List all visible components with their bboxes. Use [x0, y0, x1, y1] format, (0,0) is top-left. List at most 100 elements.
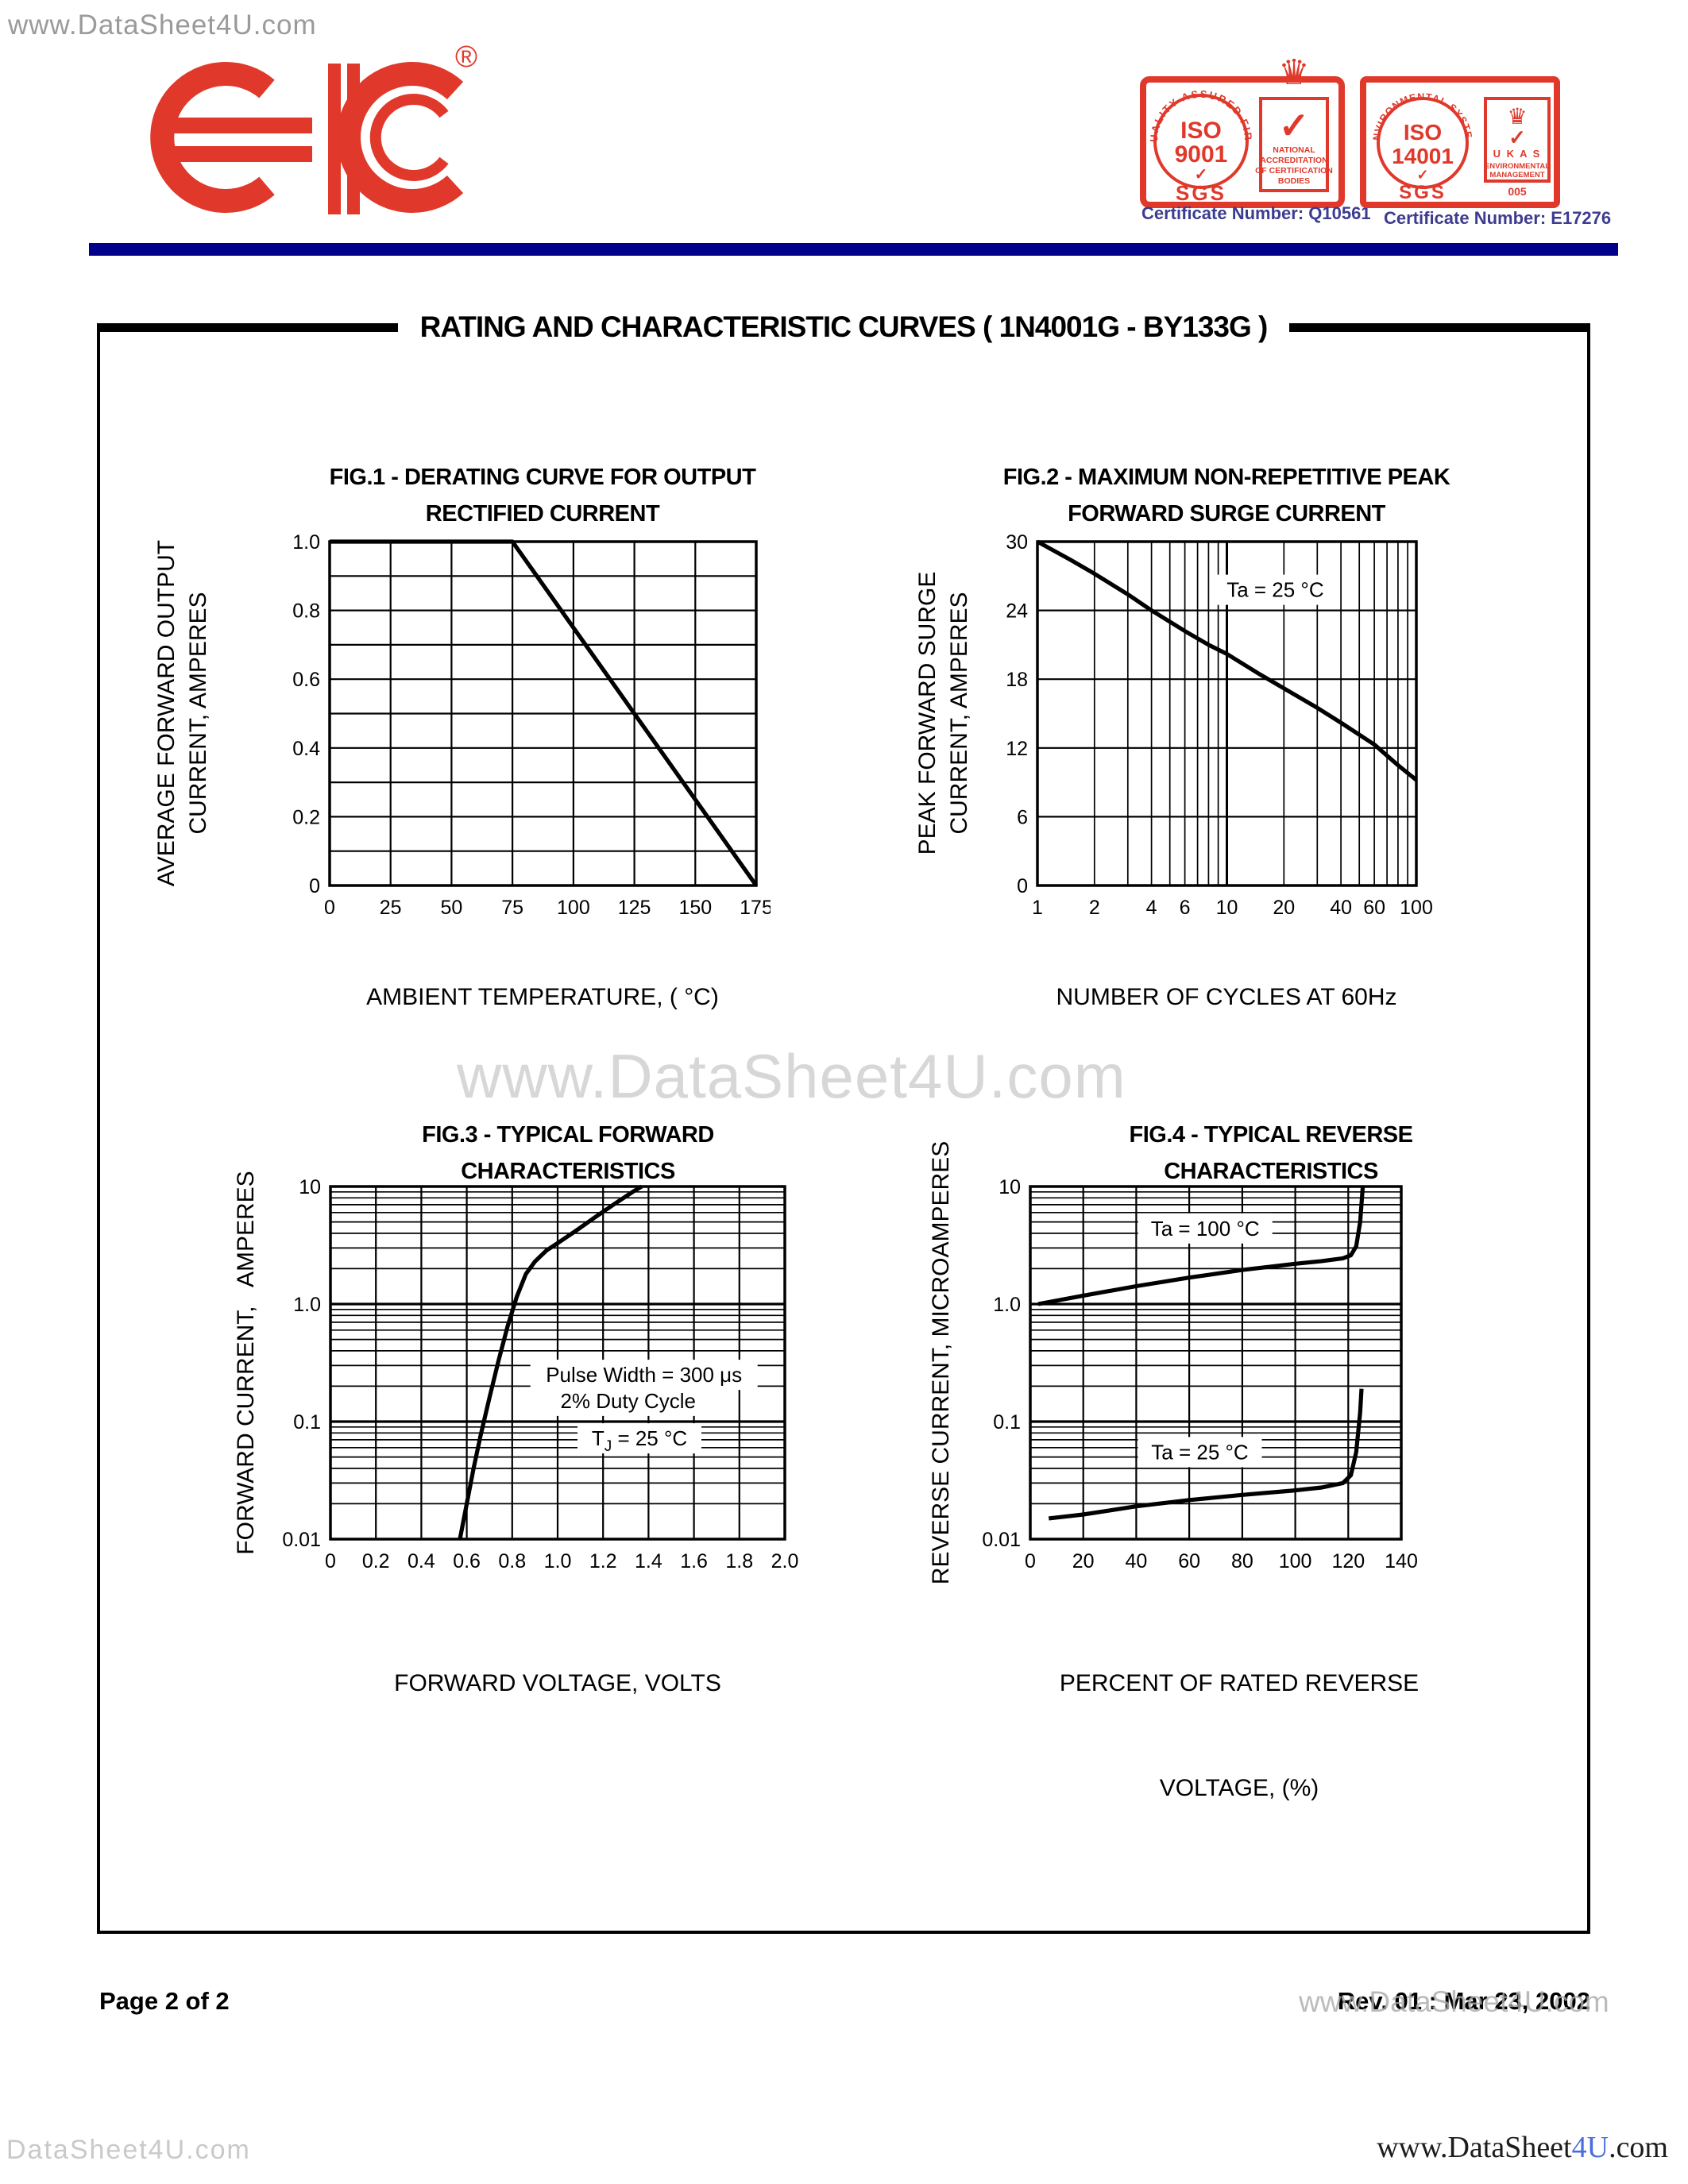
- certificate-number-2: Certificate Number: E17276: [1384, 208, 1612, 228]
- svg-text:0.8: 0.8: [498, 1550, 526, 1572]
- svg-text:0.6: 0.6: [292, 669, 320, 691]
- svg-text:0.2: 0.2: [362, 1550, 390, 1572]
- fig1-chart: 0 25 50 75 100 125 150 175 0 0.2 0.4 0.6 0.8 1.0: [292, 531, 771, 919]
- svg-text:4: 4: [1146, 897, 1157, 919]
- svg-text:75: 75: [501, 897, 523, 919]
- svg-text:1.0: 1.0: [993, 1294, 1021, 1316]
- document-title-row: RATING AND CHARACTERISTIC CURVES ( 1N400…: [97, 311, 1590, 344]
- title-rule-right: [1289, 322, 1590, 332]
- watermark-center: www.DataSheet4U.com: [457, 1041, 1126, 1111]
- fig2-title: FIG.2 - MAXIMUM NON-REPETITIVE PEAK FORW…: [1002, 465, 1450, 527]
- fig4-y-axis-label: REVERSE CURRENT, MICROAMPERES: [928, 1140, 954, 1585]
- svg-text:0.6: 0.6: [453, 1550, 481, 1572]
- svg-text:50: 50: [440, 897, 462, 919]
- svg-text:0.01: 0.01: [282, 1529, 321, 1551]
- svg-text:Ta = 100 °C: Ta = 100 °C: [1151, 1217, 1260, 1241]
- svg-text:100: 100: [1400, 897, 1433, 919]
- registered-mark-icon: ®: [455, 41, 477, 74]
- svg-text:0.4: 0.4: [292, 738, 320, 760]
- svg-text:1.4: 1.4: [635, 1550, 662, 1572]
- page-number: Page 2 of 2: [99, 1987, 230, 2015]
- svg-text:1.6: 1.6: [680, 1550, 708, 1572]
- svg-text:125: 125: [618, 897, 651, 919]
- svg-text:2: 2: [1089, 897, 1100, 919]
- certificate-number-1: Certificate Number: Q10561: [1141, 203, 1371, 223]
- eic-logo: ®: [150, 41, 477, 214]
- crown-icon: ♛: [1507, 104, 1527, 129]
- fig1-x-axis-label: AMBIENT TEMPERATURE, ( °C): [366, 984, 719, 1010]
- svg-text:175: 175: [740, 897, 771, 919]
- watermark-footer-overlay: www.DataSheet4U.com: [1299, 1985, 1609, 2018]
- check-icon: ✓: [1279, 105, 1310, 146]
- svg-text:12: 12: [1006, 738, 1028, 760]
- revision-label: Rev. 01 : Mar 23, 2002: [1337, 1987, 1590, 2015]
- check-icon: ✓: [1416, 167, 1428, 183]
- svg-text:120: 120: [1331, 1550, 1365, 1572]
- iso-9001-badge-icon: QUALITY ASSURED FIRM ISO 9001 ✓ SGS ♛ ✓ …: [1140, 52, 1345, 208]
- logo-letter-c: [336, 62, 464, 213]
- svg-text:0.1: 0.1: [293, 1411, 321, 1433]
- svg-text:0.8: 0.8: [292, 600, 320, 623]
- watermark-top-left: www.DataSheet4U.com: [8, 10, 317, 41]
- svg-text:1.0: 1.0: [292, 531, 320, 554]
- svg-text:1: 1: [1032, 897, 1043, 919]
- svg-text:150: 150: [678, 897, 712, 919]
- svg-text:0.01: 0.01: [982, 1529, 1021, 1551]
- svg-text:0.1: 0.1: [993, 1411, 1021, 1433]
- svg-text:SGS: SGS: [1176, 181, 1226, 205]
- svg-text:Ta = 25 °C: Ta = 25 °C: [1226, 578, 1323, 602]
- svg-text:U K A S: U K A S: [1493, 148, 1542, 160]
- svg-text:100: 100: [557, 897, 590, 919]
- svg-text:0: 0: [325, 1550, 336, 1572]
- svg-text:0: 0: [1025, 1550, 1036, 1572]
- svg-text:25: 25: [380, 897, 402, 919]
- logo-letter-i: [328, 64, 341, 214]
- fig4-chart: Ta = 100 °C Ta = 25 °C 0 20 40 60 80 100 120 140 0…: [982, 1176, 1418, 1572]
- watermark-bottom-left: DataSheet4U.com: [6, 2135, 251, 2165]
- svg-text:Ta = 25 °C: Ta = 25 °C: [1151, 1440, 1248, 1464]
- svg-text:6: 6: [1180, 897, 1191, 919]
- watermark-bottom-right: www.DataSheet4U.com: [1377, 2131, 1668, 2164]
- check-icon: ✓: [1195, 166, 1208, 183]
- svg-text:80: 80: [1231, 1550, 1253, 1572]
- fig3-x-axis-label: FORWARD VOLTAGE, VOLTS: [394, 1670, 721, 1696]
- header-divider-bar: [89, 243, 1618, 256]
- svg-text:30: 30: [1006, 531, 1028, 554]
- iso-14001-badge-icon: ENVIRONMENTAL SYSTEM ISO 14001 ✓ SGS ♛ ✓…: [1360, 67, 1560, 208]
- svg-text:005: 005: [1508, 185, 1527, 198]
- svg-text:ACCREDITATION: ACCREDITATION: [1260, 156, 1327, 165]
- svg-text:18: 18: [1006, 669, 1028, 691]
- svg-text:24: 24: [1006, 600, 1028, 623]
- svg-text:60: 60: [1178, 1550, 1200, 1572]
- svg-text:ISO: ISO: [1404, 120, 1442, 145]
- svg-text:10: 10: [299, 1176, 321, 1198]
- svg-text:0.4: 0.4: [408, 1550, 435, 1572]
- svg-text:MANAGEMENT: MANAGEMENT: [1489, 171, 1544, 179]
- svg-text:0: 0: [324, 897, 335, 919]
- crown-icon: ♛: [1278, 53, 1309, 92]
- svg-text:14001: 14001: [1392, 144, 1454, 168]
- svg-text:40: 40: [1330, 897, 1352, 919]
- svg-text:ENVIRONMENTAL: ENVIRONMENTAL: [1485, 162, 1550, 171]
- svg-text:140: 140: [1385, 1550, 1418, 1572]
- svg-text:6: 6: [1017, 806, 1028, 828]
- svg-text:SGS: SGS: [1399, 182, 1447, 203]
- svg-text:0: 0: [309, 875, 320, 897]
- title-rule-left: [97, 322, 398, 332]
- fig2-x-axis-label: NUMBER OF CYCLES AT 60Hz: [1056, 984, 1397, 1010]
- svg-text:10: 10: [999, 1176, 1021, 1198]
- svg-text:10: 10: [1216, 897, 1238, 919]
- svg-text:1.8: 1.8: [725, 1550, 753, 1572]
- page-title: RATING AND CHARACTERISTIC CURVES ( 1N400…: [397, 311, 1290, 344]
- logo-letter-e: [150, 62, 275, 213]
- svg-text:0: 0: [1017, 875, 1028, 897]
- svg-text:OF CERTIFICATION: OF CERTIFICATION: [1255, 166, 1333, 176]
- svg-text:20: 20: [1072, 1550, 1095, 1572]
- fig3-y-axis-label: FORWARD CURRENT, AMPERES: [233, 1171, 259, 1555]
- svg-text:2.0: 2.0: [771, 1550, 799, 1572]
- svg-text:40: 40: [1125, 1550, 1147, 1572]
- svg-text:2% Duty Cycle: 2% Duty Cycle: [560, 1389, 696, 1413]
- svg-text:NATIONAL: NATIONAL: [1273, 145, 1315, 155]
